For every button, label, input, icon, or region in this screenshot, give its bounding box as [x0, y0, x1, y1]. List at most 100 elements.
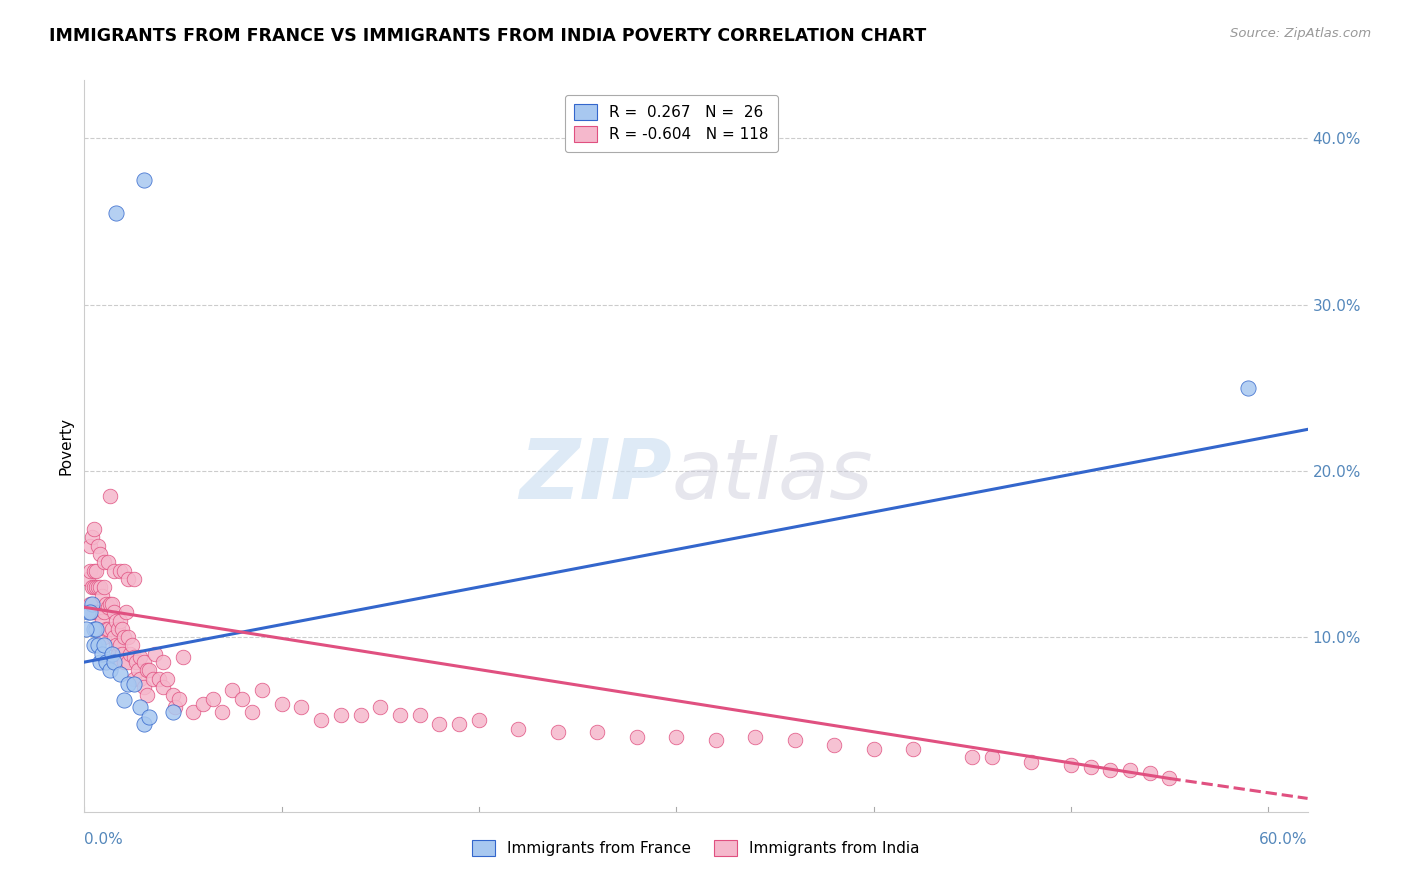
Point [111, 622, 134, 636]
Point [77, 572, 100, 586]
Point [138, 710, 160, 724]
Point [83, 522, 105, 536]
Text: Source: ZipAtlas.com: Source: ZipAtlas.com [1230, 27, 1371, 40]
Point [128, 700, 150, 714]
Point [270, 697, 292, 711]
Point [211, 705, 233, 719]
Point [181, 705, 204, 719]
Point [586, 725, 609, 739]
Point [122, 650, 145, 665]
Point [89, 547, 111, 561]
Point [107, 622, 129, 636]
Point [152, 655, 174, 669]
Point [132, 716, 155, 731]
Point [138, 664, 160, 678]
Point [94, 597, 117, 611]
Point [389, 708, 412, 723]
Point [82, 530, 104, 544]
Point [84, 564, 107, 578]
Point [1099, 763, 1122, 777]
Point [122, 672, 145, 686]
Point [101, 622, 124, 636]
Point [112, 693, 135, 707]
Point [290, 700, 312, 714]
Point [704, 733, 727, 747]
Point [77, 605, 100, 619]
Point [201, 691, 224, 706]
Point [122, 572, 145, 586]
Point [91, 589, 114, 603]
Point [93, 639, 115, 653]
Text: 60.0%: 60.0% [1260, 831, 1308, 847]
Point [93, 630, 115, 644]
Point [783, 733, 806, 747]
Point [108, 639, 131, 653]
Point [1060, 758, 1083, 772]
Point [101, 647, 124, 661]
Point [83, 639, 105, 653]
Point [112, 564, 135, 578]
Point [1021, 755, 1043, 769]
Text: ZIP: ZIP [519, 434, 672, 516]
Point [162, 689, 184, 703]
Point [1119, 763, 1142, 777]
Point [104, 639, 127, 653]
Point [121, 639, 143, 653]
Point [980, 749, 1002, 764]
Point [349, 708, 371, 723]
Point [148, 672, 170, 686]
Point [122, 676, 145, 690]
Point [97, 600, 120, 615]
Point [191, 697, 214, 711]
Point [103, 655, 125, 669]
Point [98, 597, 121, 611]
Point [309, 714, 332, 728]
Text: 0.0%: 0.0% [84, 831, 124, 847]
Point [136, 689, 159, 703]
Legend: Immigrants from France, Immigrants from India: Immigrants from France, Immigrants from … [465, 834, 927, 863]
Point [87, 605, 110, 619]
Point [172, 650, 194, 665]
Point [152, 680, 174, 694]
Point [103, 605, 125, 619]
Point [84, 580, 107, 594]
Point [89, 580, 111, 594]
Point [547, 725, 569, 739]
Point [93, 580, 115, 594]
Point [744, 730, 766, 744]
Point [231, 691, 253, 706]
Point [960, 749, 983, 764]
Point [108, 666, 131, 681]
Point [94, 655, 117, 669]
Point [89, 605, 111, 619]
Point [132, 655, 155, 669]
Point [1139, 766, 1161, 780]
Point [82, 605, 104, 619]
Point [82, 580, 104, 594]
Point [132, 173, 155, 187]
Point [79, 564, 101, 578]
Point [508, 722, 530, 736]
Point [165, 700, 187, 714]
Point [91, 647, 114, 661]
Point [128, 672, 150, 686]
Point [87, 539, 110, 553]
Point [127, 664, 149, 678]
Point [93, 555, 115, 569]
Point [108, 564, 131, 578]
Point [93, 605, 115, 619]
Point [117, 655, 139, 669]
Point [87, 639, 110, 653]
Point [136, 664, 159, 678]
Point [79, 539, 101, 553]
Point [97, 622, 120, 636]
Point [823, 738, 845, 752]
Point [901, 741, 924, 756]
Text: atlas: atlas [672, 434, 873, 516]
Point [156, 672, 179, 686]
Point [117, 630, 139, 644]
Point [103, 564, 125, 578]
Point [83, 622, 105, 636]
Point [117, 676, 139, 690]
Point [145, 647, 167, 661]
